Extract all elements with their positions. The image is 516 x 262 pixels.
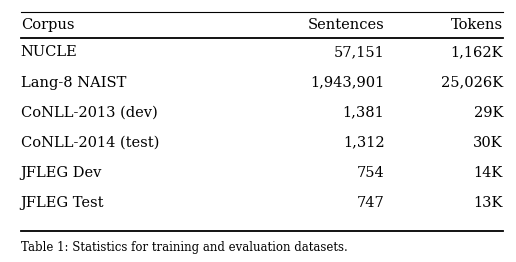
Text: 13K: 13K	[474, 196, 503, 210]
Text: 30K: 30K	[473, 136, 503, 150]
Text: 747: 747	[357, 196, 384, 210]
Text: 14K: 14K	[474, 166, 503, 180]
Text: 1,312: 1,312	[343, 136, 384, 150]
Text: JFLEG Test: JFLEG Test	[21, 196, 104, 210]
Text: Sentences: Sentences	[308, 18, 384, 32]
Text: Corpus: Corpus	[21, 18, 74, 32]
Text: 29K: 29K	[474, 106, 503, 120]
Text: NUCLE: NUCLE	[21, 45, 77, 59]
Text: Tokens: Tokens	[451, 18, 503, 32]
Text: 25,026K: 25,026K	[441, 75, 503, 90]
Text: Lang-8 NAIST: Lang-8 NAIST	[21, 75, 126, 90]
Text: JFLEG Dev: JFLEG Dev	[21, 166, 102, 180]
Text: CoNLL-2014 (test): CoNLL-2014 (test)	[21, 136, 159, 150]
Text: 754: 754	[357, 166, 384, 180]
Text: 1,381: 1,381	[343, 106, 384, 120]
Text: CoNLL-2013 (dev): CoNLL-2013 (dev)	[21, 106, 157, 120]
Text: 57,151: 57,151	[334, 45, 384, 59]
Text: 1,943,901: 1,943,901	[310, 75, 384, 90]
Text: 1,162K: 1,162K	[450, 45, 503, 59]
Text: Table 1: Statistics for training and evaluation datasets.: Table 1: Statistics for training and eva…	[21, 241, 347, 254]
